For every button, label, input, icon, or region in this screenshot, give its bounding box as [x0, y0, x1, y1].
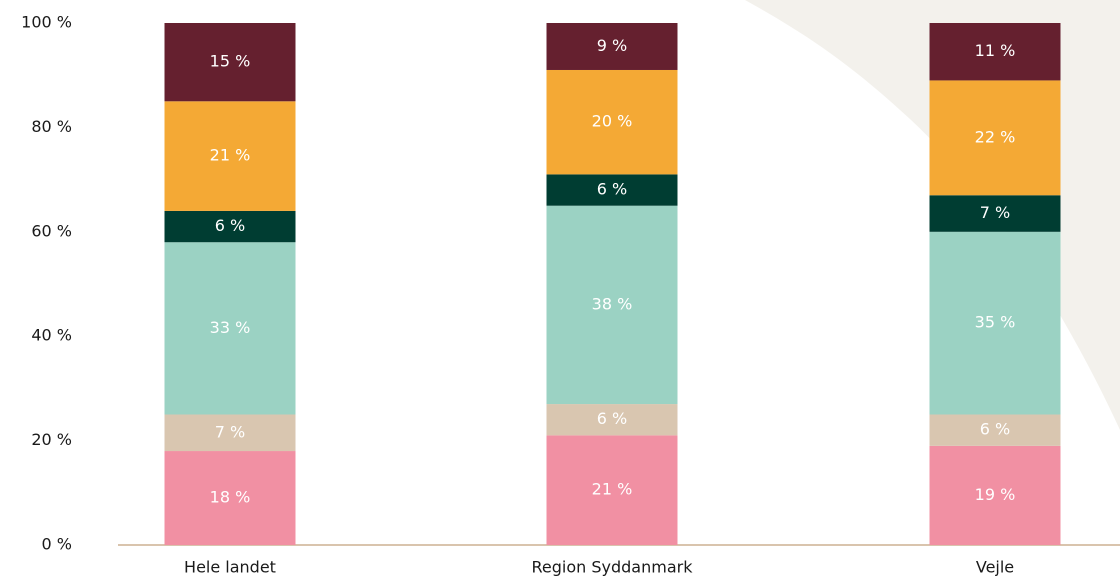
bar-segment: [164, 242, 296, 415]
bar-segment: [929, 231, 1061, 415]
bar-segment: [929, 80, 1061, 196]
y-tick-label: 60 %: [31, 221, 72, 240]
y-tick-label: 0 %: [42, 535, 72, 554]
bar-segment: [929, 23, 1061, 81]
data-label: 6 %: [597, 180, 627, 199]
bar-segment: [546, 205, 678, 405]
data-label: 6 %: [215, 216, 245, 235]
bar-segment: [929, 414, 1061, 446]
bar-segment: [546, 23, 678, 70]
bar-segment: [164, 101, 296, 211]
data-label: 22 %: [975, 127, 1016, 146]
data-label: 19 %: [975, 485, 1016, 504]
bar-segment: [546, 435, 678, 545]
bar-segment: [164, 414, 296, 452]
data-label: 20 %: [592, 112, 633, 131]
y-tick-label: 100 %: [21, 13, 72, 32]
y-tick-label: 80 %: [31, 117, 72, 136]
y-tick-label: 20 %: [31, 430, 72, 449]
x-tick-label: Hele landet: [184, 558, 276, 577]
bar-segment: [929, 195, 1061, 232]
bar-segment: [546, 404, 678, 436]
data-label: 38 %: [592, 294, 633, 313]
data-label: 35 %: [975, 313, 1016, 332]
y-tick-label: 40 %: [31, 326, 72, 345]
bar-segment: [164, 451, 296, 545]
data-label: 7 %: [215, 422, 245, 441]
bar-segment: [546, 69, 678, 175]
data-label: 21 %: [210, 146, 251, 165]
data-label: 6 %: [597, 409, 627, 428]
x-tick-label: Region Syddanmark: [532, 558, 694, 577]
data-label: 6 %: [980, 420, 1010, 439]
data-label: 7 %: [980, 203, 1010, 222]
data-label: 15 %: [210, 52, 251, 71]
bar-segment: [164, 210, 296, 243]
bar-segment: [164, 23, 296, 102]
data-label: 33 %: [210, 318, 251, 337]
data-label: 18 %: [210, 488, 251, 507]
data-label: 11 %: [975, 41, 1016, 60]
data-label: 9 %: [597, 36, 627, 55]
data-label: 21 %: [592, 480, 633, 499]
bar-segment: [929, 445, 1061, 545]
bar-segment: [546, 174, 678, 206]
x-tick-label: Vejle: [976, 558, 1014, 577]
